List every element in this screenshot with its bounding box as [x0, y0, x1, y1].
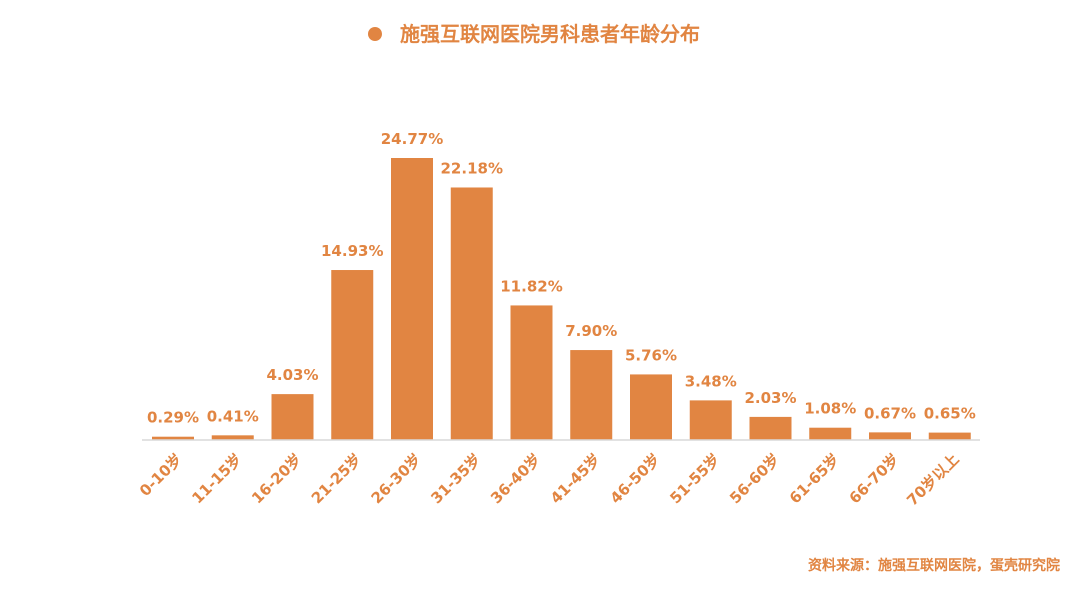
x-tick-label: 61-65岁: [786, 450, 843, 507]
x-tick-labels-group: 0-10岁 11-15岁 16-20岁 21-25岁 26-30岁 31-35岁 36-40…: [136, 450, 963, 509]
source-note: 资料来源：施强互联网医院，蛋壳研究院: [808, 558, 1060, 574]
x-tick-label: 16-20岁: [248, 450, 305, 507]
bar: [928, 432, 971, 440]
x-tick-label: 66-70岁: [846, 450, 903, 507]
bar-value-label: 0.29%: [147, 409, 199, 427]
bar-value-label: 22.18%: [441, 159, 503, 177]
bar-value-label: 4.03%: [266, 366, 318, 384]
x-tick-label: 70岁以上: [903, 450, 962, 509]
bar: [391, 158, 433, 440]
bar-value-label: 5.76%: [625, 346, 677, 364]
bar: [450, 187, 493, 440]
x-tick-label: 31-35岁: [427, 450, 484, 507]
bar-value-label: 11.82%: [500, 277, 562, 295]
value-labels-group: 0.29% 0.41% 4.03% 14.93% 24.77% 22.18% 11.82% 7…: [147, 130, 976, 427]
bar: [510, 305, 553, 440]
bar: [152, 436, 194, 440]
bar: [749, 416, 792, 440]
x-tick-label: 36-40岁: [487, 450, 544, 507]
bar: [331, 270, 374, 440]
x-tick-label: 0-10岁: [136, 450, 186, 500]
bar-value-label: 2.03%: [744, 389, 796, 407]
x-tick-label: 11-15岁: [188, 450, 245, 507]
x-tick-label: 56-60岁: [726, 450, 783, 507]
bar: [630, 374, 672, 440]
chart-title: 施强互联网医院男科患者年龄分布: [400, 22, 700, 46]
bar-value-label: 3.48%: [685, 372, 737, 390]
bar: [689, 400, 732, 440]
x-tick-label: 26-30岁: [368, 450, 425, 507]
legend-marker: [368, 27, 382, 41]
bar-value-label: 7.90%: [565, 322, 617, 340]
bar-value-label: 0.65%: [924, 405, 976, 423]
bar-value-label: 0.41%: [207, 407, 259, 425]
x-tick-label: 21-25岁: [308, 450, 365, 507]
bar: [211, 435, 254, 440]
x-tick-label: 41-45岁: [547, 450, 604, 507]
bar: [869, 432, 911, 440]
legend: 施强互联网医院男科患者年龄分布: [368, 22, 700, 46]
bar: [570, 350, 613, 440]
bar-value-label: 1.08%: [804, 400, 856, 418]
bar: [271, 394, 314, 440]
bar-value-label: 24.77%: [381, 130, 443, 148]
bar: [809, 427, 852, 440]
bars-group: [152, 158, 971, 440]
x-tick-label: 51-55岁: [666, 450, 723, 507]
bar-value-label: 14.93%: [321, 242, 383, 260]
x-tick-label: 46-50岁: [607, 450, 664, 507]
bar-value-label: 0.67%: [864, 404, 916, 422]
